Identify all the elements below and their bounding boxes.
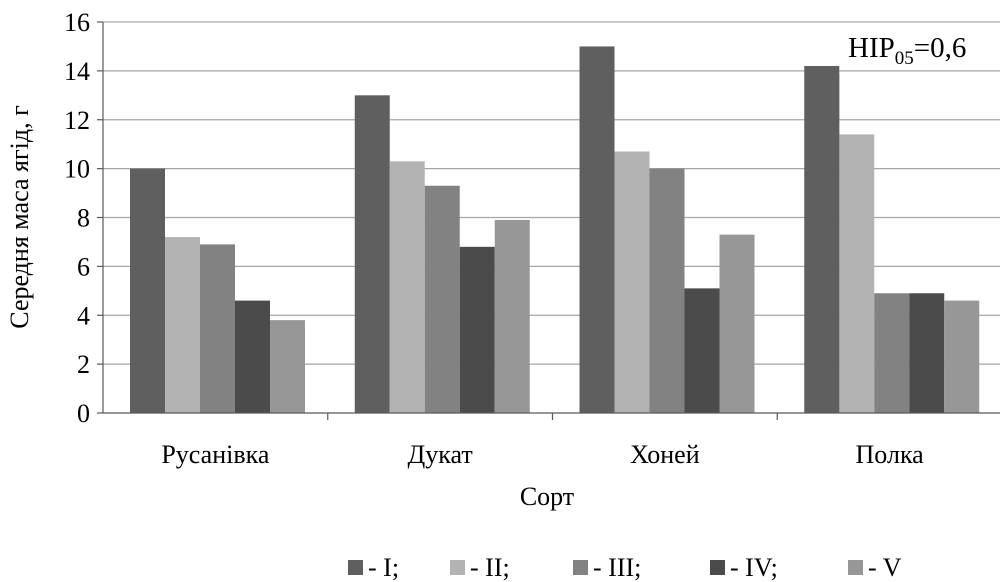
bar-4-2 xyxy=(459,246,495,413)
bar-3-3 xyxy=(649,168,685,413)
y-tick-label: 14 xyxy=(64,57,90,86)
bar-2-4 xyxy=(839,134,875,413)
x-tick-label: Полка xyxy=(856,440,925,469)
x-axis-label: Сорт xyxy=(520,482,574,511)
axes xyxy=(97,21,1000,420)
y-tick-label: 8 xyxy=(77,204,90,233)
y-tick-labels: 0 2 4 6 8 10 12 14 16 xyxy=(64,8,90,428)
legend-swatch xyxy=(710,560,725,575)
bar-1-3 xyxy=(579,46,615,413)
bar-5-1 xyxy=(270,320,305,413)
legend-swatch xyxy=(348,560,363,575)
bar-1-1 xyxy=(130,168,165,413)
bar-2-2 xyxy=(389,161,425,413)
legend-swatch xyxy=(573,560,588,575)
y-axis-label: Середня маса ягід, г xyxy=(5,105,34,328)
bar-2-1 xyxy=(165,237,200,413)
legend-label: - II; xyxy=(470,553,510,582)
bar-3-4 xyxy=(874,293,910,413)
hir-annotation-text: HIP xyxy=(848,32,895,64)
y-tick-label: 16 xyxy=(64,8,90,37)
legend: - I; - II; - III; - IV; - V xyxy=(348,553,902,582)
legend-label: - IV; xyxy=(730,553,778,582)
legend-label: - V xyxy=(868,553,902,582)
x-tick-labels: Русанівка Дукат Хоней Полка xyxy=(161,440,924,469)
legend-swatch xyxy=(848,560,863,575)
bar-1-2 xyxy=(354,95,390,413)
bar-5-2 xyxy=(494,219,530,413)
bar-extra-4 xyxy=(820,73,840,413)
bar-4-3 xyxy=(684,288,720,413)
y-tick-label: 4 xyxy=(77,301,90,330)
legend-label: - III; xyxy=(593,553,641,582)
x-tick-label: Русанівка xyxy=(161,440,270,469)
bars xyxy=(130,46,980,414)
bar-5-4 xyxy=(944,300,980,413)
y-tick-label: 12 xyxy=(64,106,90,135)
legend-label: - I; xyxy=(368,553,399,582)
bar-4-1 xyxy=(235,300,270,413)
bar-4-4 xyxy=(909,293,945,413)
bar-3-1 xyxy=(200,244,235,413)
bar-3-2 xyxy=(424,185,460,413)
y-tick-label: 2 xyxy=(77,350,90,379)
legend-swatch xyxy=(450,560,465,575)
bar-5-3 xyxy=(719,234,755,413)
hir-annotation: HIP05=0,6 xyxy=(848,32,966,69)
hir-annotation-subscript: 05 xyxy=(895,48,914,69)
x-tick-label: Дукат xyxy=(408,440,473,469)
x-tick-label: Хоней xyxy=(630,440,700,469)
y-tick-label: 6 xyxy=(77,252,90,281)
y-tick-label: 0 xyxy=(77,399,90,428)
bar-2-3 xyxy=(614,151,650,414)
y-tick-label: 10 xyxy=(64,155,90,184)
hir-annotation-suffix: =0,6 xyxy=(914,32,967,64)
